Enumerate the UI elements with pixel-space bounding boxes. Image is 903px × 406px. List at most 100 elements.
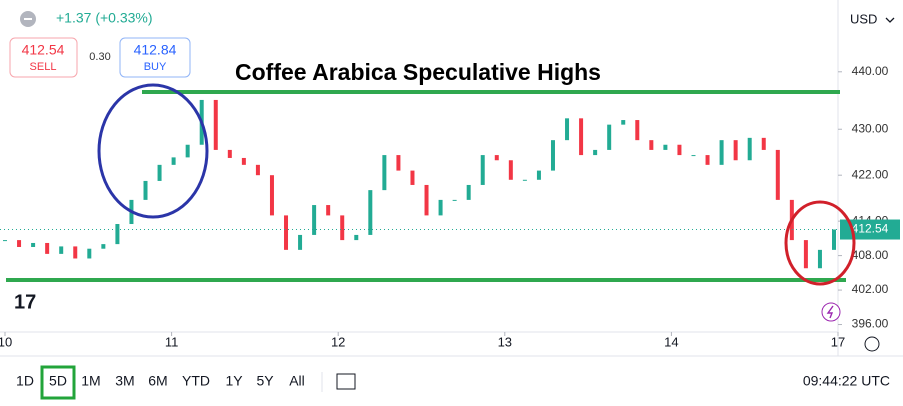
candle xyxy=(494,155,499,161)
range-button[interactable]: 6M xyxy=(148,373,167,389)
candle xyxy=(466,184,471,200)
range-button[interactable]: All xyxy=(289,373,305,389)
price-change: +1.37 (+0.33%) xyxy=(56,10,153,26)
candle xyxy=(733,140,738,161)
candle xyxy=(115,224,120,245)
last-price-box xyxy=(840,219,900,240)
candle xyxy=(635,120,640,141)
candle xyxy=(536,170,541,180)
toolbar: 1D 5D 1M 3M 6M YTD 1Y 5Y All xyxy=(16,365,305,400)
candle xyxy=(45,242,50,254)
date-range-icon[interactable] xyxy=(336,373,356,390)
candle xyxy=(550,140,555,171)
candle xyxy=(607,124,612,150)
chart-title: Coffee Arabica Speculative Highs xyxy=(235,59,601,85)
currency-selector[interactable]: USD xyxy=(850,11,877,26)
y-tick-label: 408.00 xyxy=(852,248,889,262)
x-tick-label: 17 xyxy=(831,334,845,349)
candle xyxy=(101,244,106,249)
sell-button[interactable] xyxy=(9,37,78,78)
candle xyxy=(775,149,780,200)
range-button[interactable]: 5Y xyxy=(256,373,274,389)
candle xyxy=(832,229,836,250)
logo: 17 xyxy=(14,291,36,313)
range-button[interactable]: YTD xyxy=(182,373,210,389)
candle xyxy=(522,179,527,181)
candle xyxy=(621,120,626,125)
candle xyxy=(157,164,162,181)
candle xyxy=(326,205,331,216)
buy-button[interactable] xyxy=(119,37,191,78)
clock: 09:44:22 UTC xyxy=(803,373,890,389)
candle xyxy=(269,175,274,216)
candle xyxy=(31,242,36,247)
candle xyxy=(424,184,429,216)
candle xyxy=(508,160,513,180)
events-icon[interactable] xyxy=(821,302,841,322)
candle xyxy=(368,190,373,235)
candle xyxy=(649,140,654,150)
x-tick-label: 13 xyxy=(498,334,512,349)
highlight-circle xyxy=(784,200,856,286)
active-range xyxy=(40,365,76,400)
range-button[interactable]: 1D xyxy=(16,373,34,389)
last-price-label: 412.54 xyxy=(852,222,889,236)
y-tick-label: 440.00 xyxy=(852,64,889,78)
x-tick-label: 10 xyxy=(0,334,12,349)
candle xyxy=(87,248,92,259)
candle xyxy=(410,170,415,185)
settings-icon[interactable] xyxy=(864,336,880,352)
bolt xyxy=(826,305,834,319)
candle xyxy=(705,155,710,165)
candle xyxy=(255,164,260,176)
spread: 0.30 xyxy=(89,51,110,63)
candle xyxy=(284,215,289,250)
candle xyxy=(382,155,387,191)
sell-label: SELL xyxy=(30,61,57,73)
candle xyxy=(817,249,822,269)
y-tick-label: 430.00 xyxy=(852,121,889,135)
range-button[interactable]: 3M xyxy=(115,373,134,389)
candle xyxy=(691,155,696,157)
candle xyxy=(747,137,752,161)
y-tick-label: 402.00 xyxy=(852,282,889,296)
candle xyxy=(803,240,808,269)
y-tick-label: 422.00 xyxy=(852,167,889,181)
candle xyxy=(312,205,317,235)
candle xyxy=(396,155,401,171)
candle xyxy=(663,144,668,150)
candle xyxy=(3,240,7,242)
candle xyxy=(171,157,176,165)
y-tick-label: 396.00 xyxy=(852,317,889,331)
candle xyxy=(143,180,148,200)
candle xyxy=(298,234,303,250)
candle xyxy=(719,140,724,165)
sell-price: 412.54 xyxy=(22,42,65,58)
candle xyxy=(185,144,190,158)
candle xyxy=(438,199,443,216)
candle xyxy=(354,234,359,241)
range-button[interactable]: 1Y xyxy=(225,373,243,389)
candle xyxy=(480,155,485,185)
dropdown-icon xyxy=(885,17,895,23)
candle xyxy=(340,215,345,241)
highlight-circle xyxy=(97,83,209,219)
buy-label: BUY xyxy=(144,61,167,73)
candle xyxy=(73,246,78,259)
collapse-icon xyxy=(24,18,32,20)
candle xyxy=(677,144,682,156)
x-tick-label: 12 xyxy=(331,334,345,349)
candle xyxy=(17,240,22,247)
candle xyxy=(579,118,584,156)
candle xyxy=(593,149,598,156)
candle xyxy=(452,199,457,201)
candle xyxy=(59,246,64,254)
x-tick-label: 11 xyxy=(165,334,179,349)
range-button[interactable]: 1M xyxy=(81,373,100,389)
plot: 396.00402.00408.00414.00422.00430.00440.… xyxy=(0,64,900,349)
range-button[interactable]: 5D xyxy=(49,373,67,389)
buy-price: 412.84 xyxy=(134,42,177,58)
x-tick-label: 14 xyxy=(664,334,678,349)
